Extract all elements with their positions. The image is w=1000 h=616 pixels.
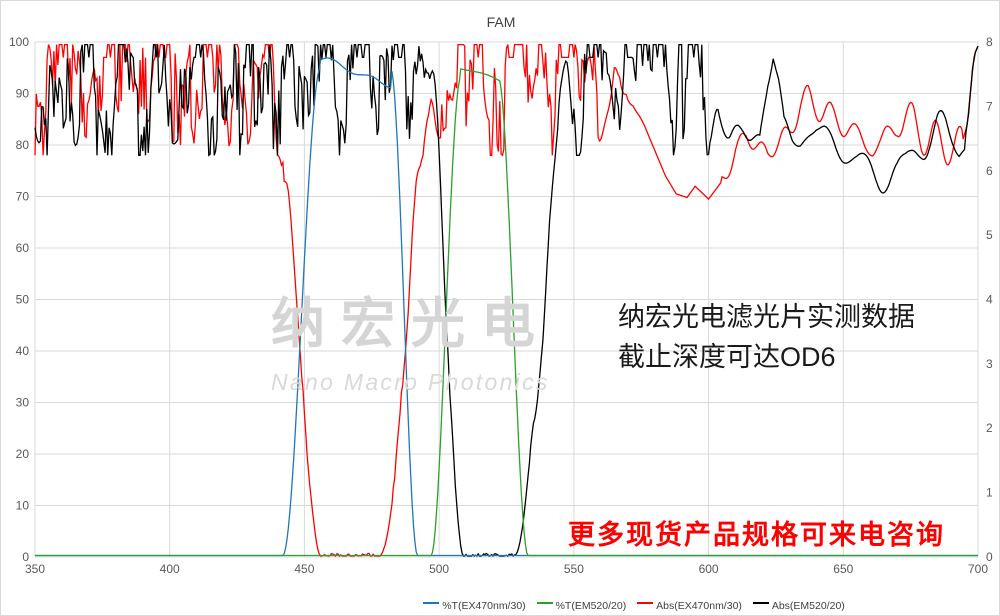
svg-text:100: 100 [9, 35, 29, 49]
svg-text:650: 650 [833, 562, 853, 576]
svg-text:400: 400 [160, 562, 180, 576]
svg-text:500: 500 [429, 562, 449, 576]
svg-text:50: 50 [16, 293, 30, 307]
svg-text:5: 5 [986, 228, 993, 242]
svg-text:600: 600 [699, 562, 719, 576]
svg-text:8: 8 [986, 35, 993, 49]
svg-text:10: 10 [16, 499, 30, 513]
svg-text:4: 4 [986, 293, 993, 307]
svg-text:350: 350 [25, 562, 45, 576]
svg-text:1: 1 [986, 486, 993, 500]
svg-text:450: 450 [294, 562, 314, 576]
svg-text:700: 700 [968, 562, 988, 576]
svg-text:20: 20 [16, 447, 30, 461]
svg-text:70: 70 [16, 190, 30, 204]
svg-text:90: 90 [16, 87, 30, 101]
svg-text:550: 550 [564, 562, 584, 576]
svg-text:7: 7 [986, 99, 993, 113]
svg-text:30: 30 [16, 396, 30, 410]
svg-text:2: 2 [986, 421, 993, 435]
svg-text:3: 3 [986, 357, 993, 371]
svg-text:80: 80 [16, 138, 30, 152]
svg-text:40: 40 [16, 344, 30, 358]
svg-text:60: 60 [16, 241, 30, 255]
svg-text:6: 6 [986, 164, 993, 178]
